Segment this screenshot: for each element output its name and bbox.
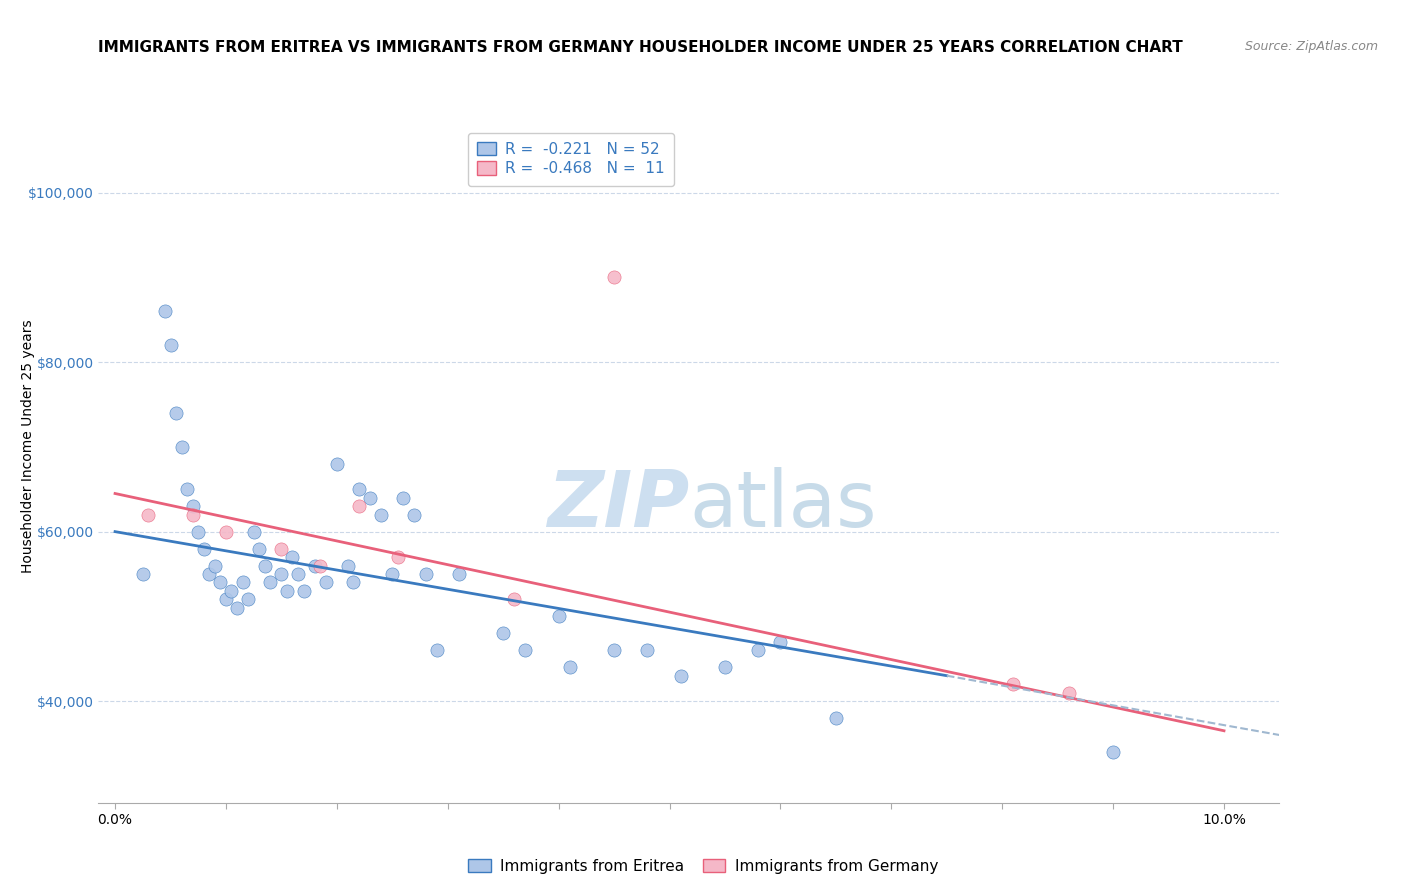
Point bbox=[359, 491, 381, 505]
Point bbox=[326, 457, 349, 471]
Point bbox=[270, 567, 292, 582]
Point bbox=[181, 508, 204, 522]
Point bbox=[669, 669, 692, 683]
Point bbox=[309, 558, 332, 573]
Point bbox=[236, 592, 259, 607]
Point bbox=[132, 567, 155, 582]
Point bbox=[769, 635, 792, 649]
Point bbox=[281, 549, 304, 565]
Point bbox=[547, 609, 569, 624]
Point bbox=[204, 558, 226, 573]
Point bbox=[270, 541, 292, 556]
Point bbox=[209, 575, 232, 590]
Point bbox=[226, 601, 249, 615]
Point bbox=[392, 491, 415, 505]
Point bbox=[287, 567, 309, 582]
Point bbox=[315, 575, 337, 590]
Text: atlas: atlas bbox=[689, 467, 876, 542]
Point bbox=[304, 558, 326, 573]
Point bbox=[247, 541, 270, 556]
Point bbox=[347, 500, 370, 514]
Point bbox=[215, 524, 238, 539]
Point bbox=[503, 592, 526, 607]
Point bbox=[447, 567, 470, 582]
Point bbox=[404, 508, 426, 522]
Point bbox=[232, 575, 254, 590]
Point bbox=[492, 626, 515, 640]
Point bbox=[714, 660, 737, 674]
Point bbox=[242, 524, 264, 539]
Point bbox=[215, 592, 238, 607]
Text: Source: ZipAtlas.com: Source: ZipAtlas.com bbox=[1244, 40, 1378, 54]
Point bbox=[1002, 677, 1025, 691]
Point bbox=[370, 508, 392, 522]
Point bbox=[276, 583, 298, 598]
Text: ZIP: ZIP bbox=[547, 467, 689, 542]
Legend: R =  -0.221   N = 52, R =  -0.468   N =  11: R = -0.221 N = 52, R = -0.468 N = 11 bbox=[468, 133, 673, 186]
Point bbox=[136, 508, 159, 522]
Point bbox=[603, 643, 626, 657]
Point bbox=[603, 270, 626, 285]
Point bbox=[336, 558, 359, 573]
Point bbox=[259, 575, 281, 590]
Point bbox=[558, 660, 581, 674]
Point bbox=[221, 583, 243, 598]
Point bbox=[181, 500, 204, 514]
Point bbox=[387, 549, 409, 565]
Point bbox=[1057, 685, 1080, 699]
Point bbox=[415, 567, 437, 582]
Legend: Immigrants from Eritrea, Immigrants from Germany: Immigrants from Eritrea, Immigrants from… bbox=[463, 853, 943, 880]
Point bbox=[170, 440, 193, 454]
Point bbox=[292, 583, 315, 598]
Point bbox=[198, 567, 221, 582]
Point bbox=[159, 338, 181, 352]
Text: IMMIGRANTS FROM ERITREA VS IMMIGRANTS FROM GERMANY HOUSEHOLDER INCOME UNDER 25 Y: IMMIGRANTS FROM ERITREA VS IMMIGRANTS FR… bbox=[98, 40, 1184, 55]
Point bbox=[342, 575, 364, 590]
Point bbox=[747, 643, 769, 657]
Point bbox=[825, 711, 848, 725]
Point bbox=[347, 482, 370, 496]
Point bbox=[253, 558, 276, 573]
Point bbox=[381, 567, 404, 582]
Point bbox=[187, 524, 209, 539]
Point bbox=[165, 406, 187, 420]
Point bbox=[176, 482, 198, 496]
Point bbox=[1102, 745, 1125, 759]
Point bbox=[193, 541, 215, 556]
Text: Householder Income Under 25 years: Householder Income Under 25 years bbox=[21, 319, 35, 573]
Point bbox=[153, 304, 176, 318]
Point bbox=[426, 643, 449, 657]
Point bbox=[636, 643, 658, 657]
Point bbox=[515, 643, 537, 657]
